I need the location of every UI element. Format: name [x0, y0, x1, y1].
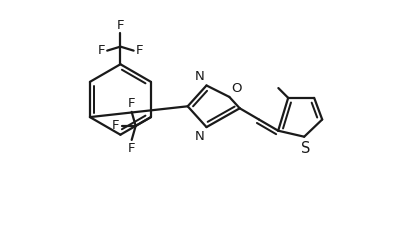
Text: F: F	[128, 97, 135, 110]
Text: O: O	[232, 82, 242, 95]
Text: F: F	[128, 141, 135, 155]
Text: F: F	[136, 44, 144, 57]
Text: N: N	[195, 70, 204, 83]
Text: F: F	[112, 119, 119, 132]
Text: F: F	[116, 19, 124, 32]
Text: N: N	[195, 130, 204, 142]
Text: F: F	[97, 44, 105, 57]
Text: S: S	[301, 141, 311, 156]
